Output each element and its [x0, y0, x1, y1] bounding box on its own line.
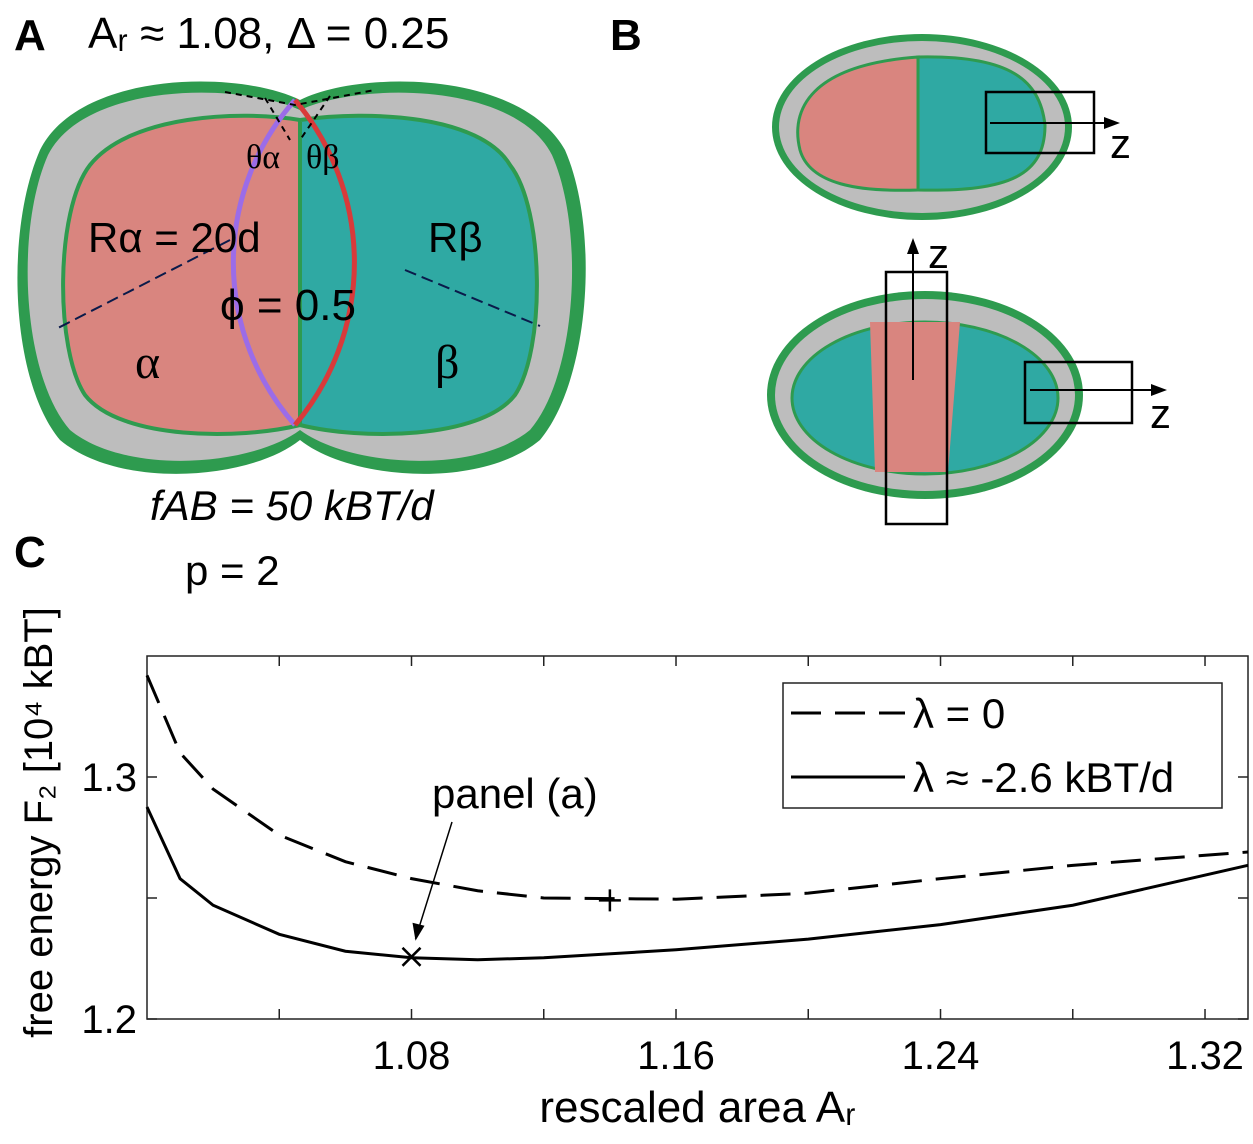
arrow-head	[413, 923, 425, 941]
chart: 1.08 1.16 1.24 1.32 1.2 1.3 rescaled area Aᵣ fr…	[17, 607, 1248, 1132]
angle-label: θα	[246, 139, 280, 176]
x-axis-label: rescaled area Aᵣ	[539, 1083, 855, 1132]
x-tick-label: 1.24	[902, 1034, 980, 1078]
series-line	[147, 807, 1248, 960]
phi-label: ϕ = 0.5	[220, 281, 356, 330]
angle-label: θβ	[306, 139, 340, 176]
panel-b-render: z z z	[767, 34, 1171, 524]
y-tick-label: 1.2	[81, 998, 137, 1042]
panel-a-render: Aᵣ ≈ 1.08, Δ = 0.25 θα θβ Rα = 20d Rβ ϕ …	[17, 9, 585, 594]
panel-label: B	[610, 11, 642, 60]
x-tick-label: 1.32	[1166, 1034, 1244, 1078]
x-tick-label: 1.08	[373, 1034, 451, 1078]
phase-label: β	[435, 336, 459, 389]
annotation: panel (a)	[432, 770, 598, 817]
panel-label: C	[14, 528, 46, 577]
legend-label: λ ≈ -2.6 kBT/d	[913, 754, 1174, 801]
axis-name: z	[928, 230, 949, 277]
figure: A B C Aᵣ ≈ 1.08, Δ = 0.25 θα θβ Rα = 20d…	[0, 0, 1253, 1139]
legend-label: λ = 0	[913, 690, 1005, 737]
radius-label: Rβ	[428, 214, 483, 261]
x-tick-label: 1.16	[637, 1034, 715, 1078]
phase-label: α	[135, 336, 160, 389]
panel-title: Aᵣ ≈ 1.08, Δ = 0.25	[88, 9, 449, 58]
y-tick-label: 1.3	[81, 756, 137, 800]
y-axis-label: free energy F₂ [10⁴ kBT]	[17, 607, 61, 1038]
axis-name: z	[1110, 120, 1131, 167]
axis-name: z	[1150, 390, 1171, 437]
radius-label: Rα = 20d	[88, 214, 261, 261]
marker	[599, 889, 621, 911]
line-tension: fAB = 50 kBT/d	[150, 482, 435, 529]
z-arrow	[907, 238, 919, 254]
p-label: p = 2	[185, 547, 280, 594]
panel-label: A	[14, 11, 46, 60]
